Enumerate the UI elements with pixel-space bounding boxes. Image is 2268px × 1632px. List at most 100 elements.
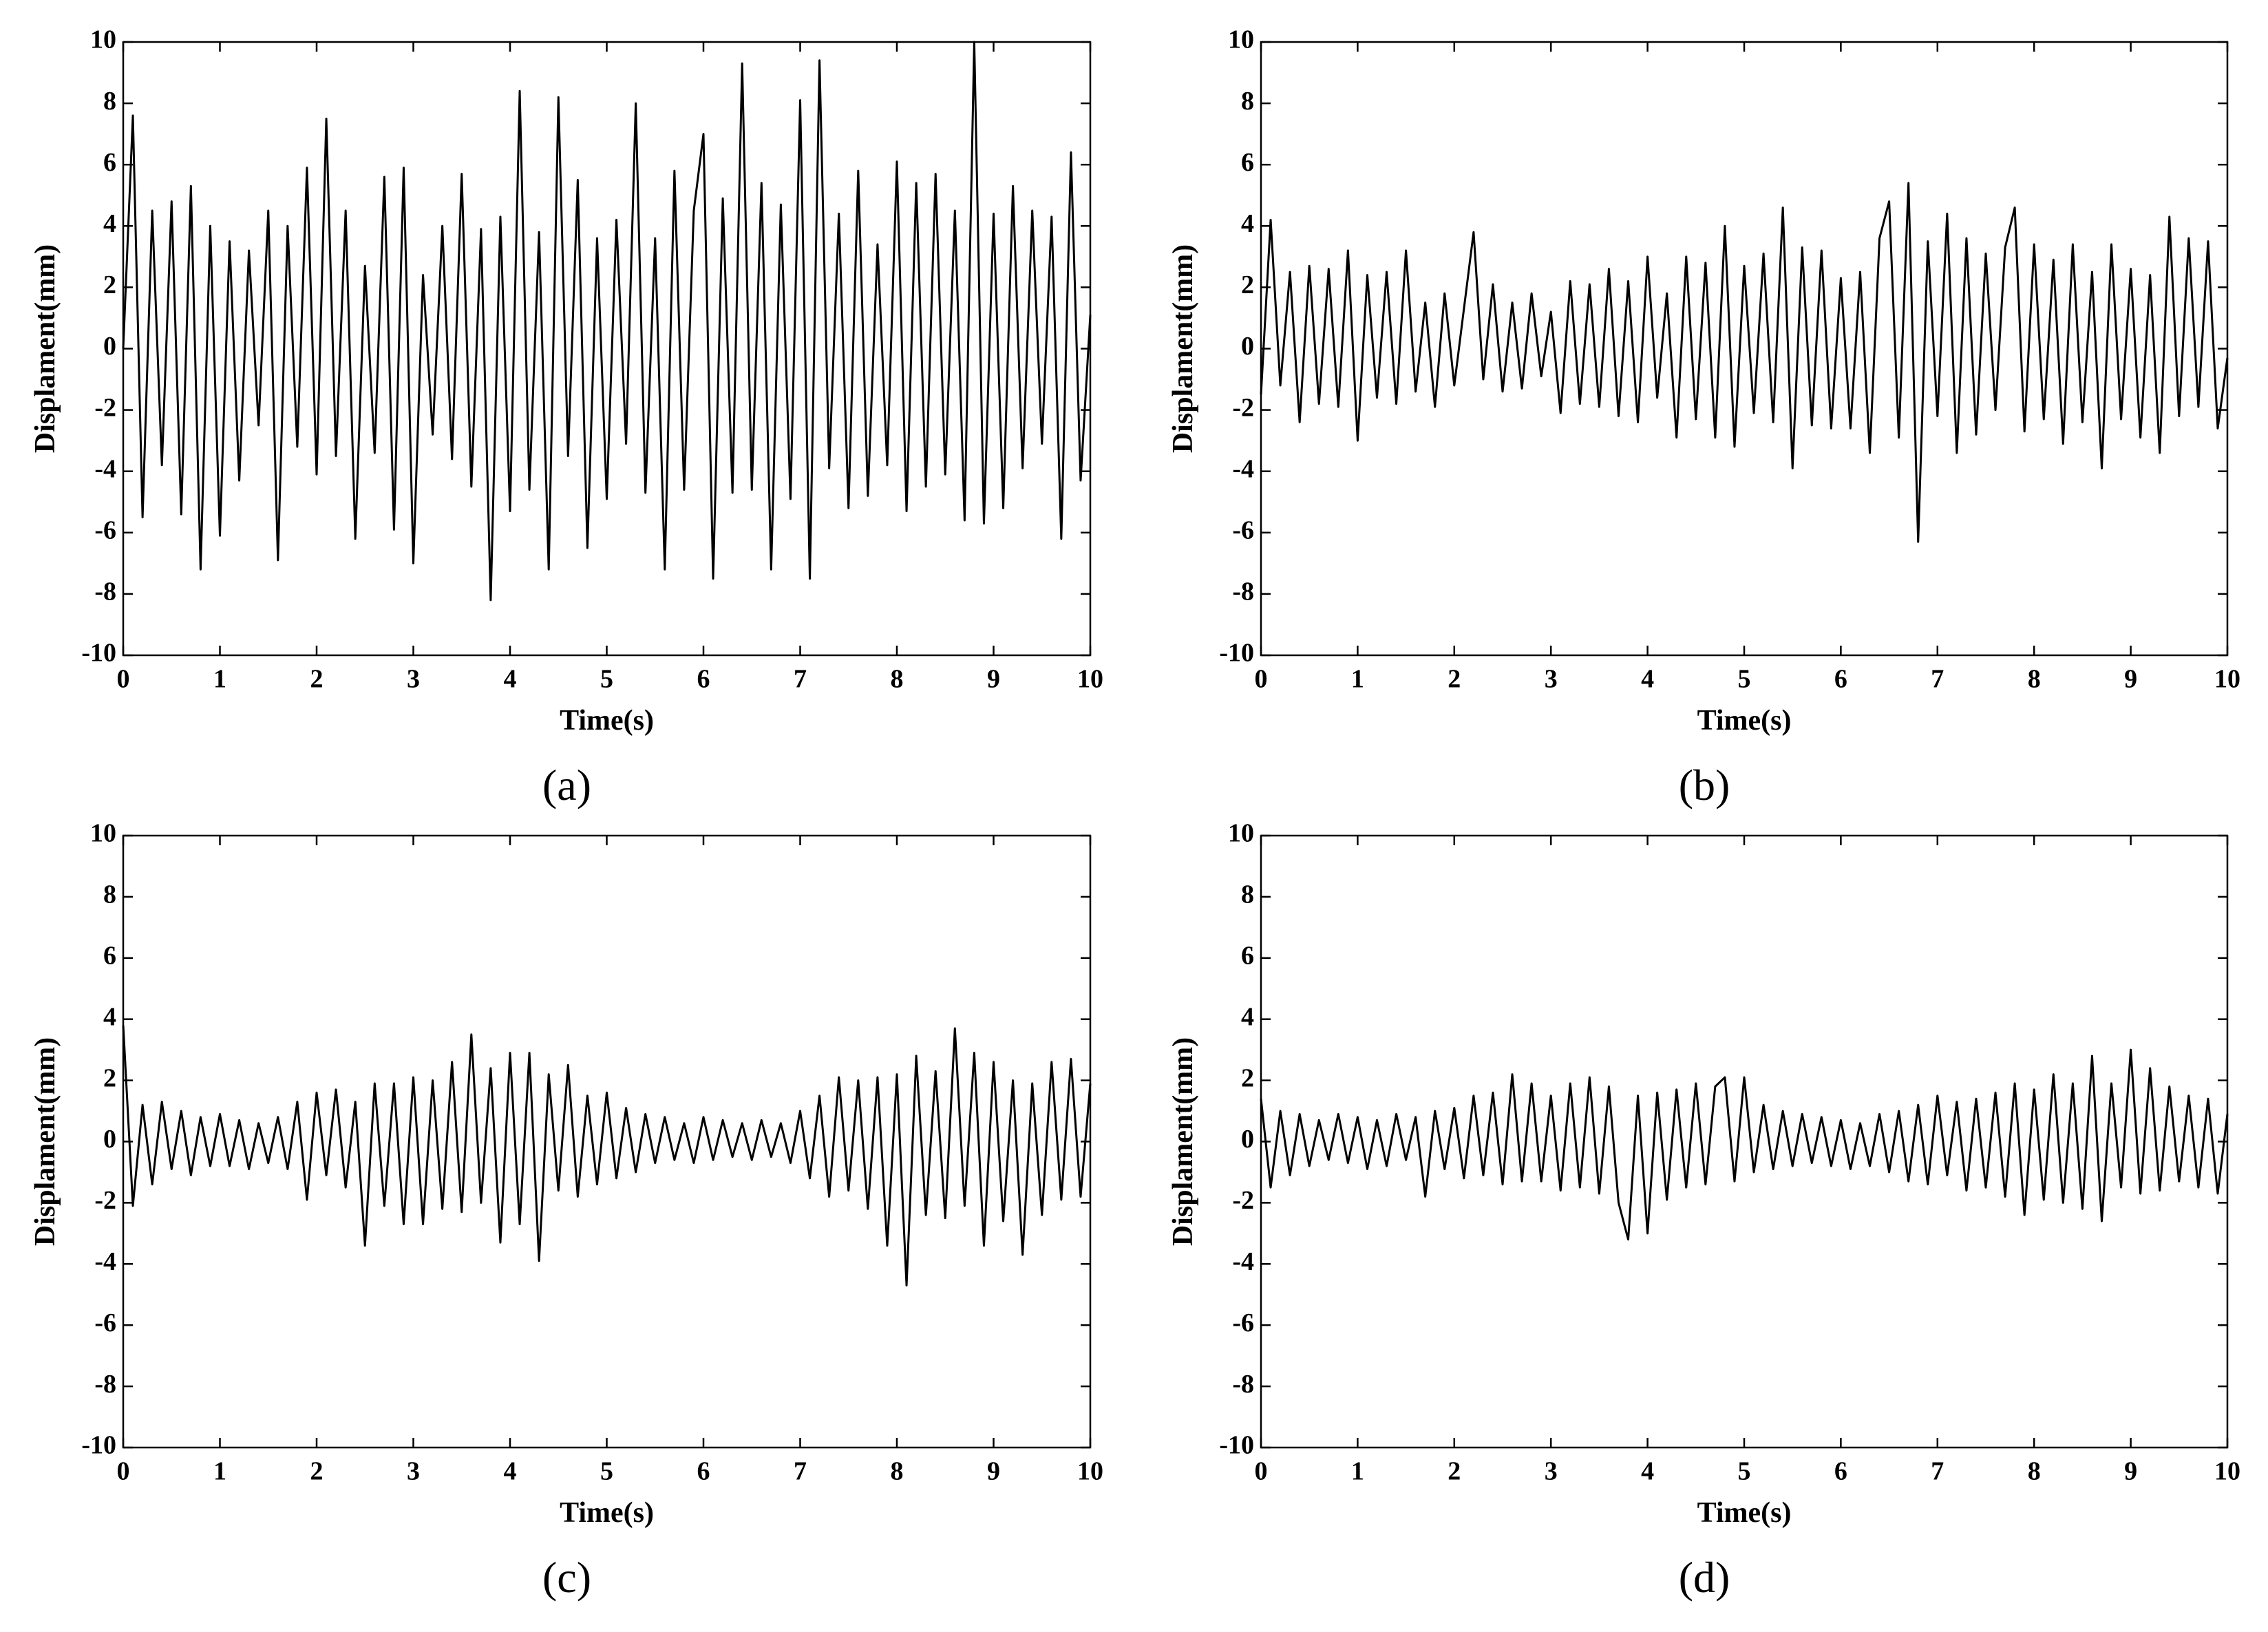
y-tick-label: 8 [103, 87, 116, 116]
y-tick-label: 4 [1241, 209, 1254, 238]
y-tick-label: 0 [103, 332, 116, 361]
axes-box [1260, 41, 2229, 657]
y-axis-label: Displament(mm) [30, 1037, 61, 1246]
y-tick-label: -8 [1232, 577, 1254, 606]
x-tick-label: 10 [2214, 665, 2240, 694]
x-axis-label: Time(s) [560, 705, 654, 736]
x-tick-label: 2 [1448, 665, 1461, 694]
y-tick-label: -10 [81, 639, 116, 668]
x-tick-label: 5 [600, 1457, 613, 1486]
y-tick-label: 4 [103, 1002, 116, 1031]
x-axis-label: Time(s) [560, 1497, 654, 1529]
x-tick-label: 6 [697, 1457, 710, 1486]
x-tick-label: 0 [1255, 1457, 1268, 1486]
x-tick-label: 6 [1834, 665, 1847, 694]
y-tick-label: 10 [1228, 25, 1254, 54]
x-tick-label: 8 [2028, 665, 2041, 694]
x-tick-label: 10 [1077, 665, 1103, 694]
y-tick-label: 4 [103, 209, 116, 238]
x-tick-label: 1 [1351, 1457, 1364, 1486]
y-tick-label: -2 [94, 393, 116, 422]
y-tick-label: 6 [103, 148, 116, 177]
x-tick-label: 0 [1255, 665, 1268, 694]
y-tick-label: -10 [81, 1431, 116, 1460]
panel-label: (a) [542, 761, 591, 809]
y-tick-label: -4 [94, 1247, 116, 1276]
y-tick-label: -6 [94, 1308, 116, 1337]
y-axis-label: Displament(mm) [30, 244, 61, 453]
x-tick-label: 0 [117, 1457, 130, 1486]
axes-box [122, 41, 1092, 657]
x-axis-label: Time(s) [1697, 1497, 1792, 1529]
x-tick-label: 9 [2124, 1457, 2137, 1486]
y-tick-label: -10 [1219, 1431, 1254, 1460]
y-tick-label: 10 [90, 819, 116, 848]
y-tick-label: -2 [1232, 1186, 1254, 1215]
panel-label: (b) [1679, 761, 1730, 809]
y-tick-label: -6 [1232, 516, 1254, 545]
y-tick-label: 8 [1241, 880, 1254, 909]
signal-line [122, 1025, 1092, 1286]
x-tick-label: 4 [1641, 665, 1654, 694]
y-tick-label: 6 [1241, 942, 1254, 971]
x-tick-label: 2 [310, 1457, 324, 1486]
y-tick-label: -8 [94, 577, 116, 606]
x-tick-label: 6 [1834, 1457, 1847, 1486]
y-tick-label: 8 [103, 880, 116, 909]
y-tick-label: 10 [1228, 819, 1254, 848]
x-tick-label: 0 [117, 665, 130, 694]
x-tick-label: 9 [987, 665, 1000, 694]
y-tick-label: -6 [1232, 1308, 1254, 1337]
y-tick-label: 2 [103, 1063, 116, 1092]
y-tick-label: 8 [1241, 87, 1254, 116]
x-tick-label: 4 [504, 665, 517, 694]
y-tick-label: 2 [103, 271, 116, 299]
x-tick-label: 1 [213, 1457, 226, 1486]
x-tick-label: 5 [600, 665, 613, 694]
x-tick-label: 7 [794, 665, 807, 694]
panel-label: (c) [542, 1553, 591, 1602]
y-tick-label: 2 [1241, 1063, 1254, 1092]
y-tick-label: 2 [1241, 271, 1254, 299]
signal-line [122, 41, 1092, 602]
y-tick-label: 10 [90, 25, 116, 54]
x-tick-label: 5 [1738, 665, 1751, 694]
x-axis-label: Time(s) [1697, 705, 1792, 736]
x-tick-label: 7 [1931, 1457, 1944, 1486]
y-tick-label: -4 [1232, 1247, 1254, 1276]
y-tick-label: 0 [1241, 1125, 1254, 1154]
x-tick-label: 6 [697, 665, 710, 694]
signal-line [1260, 182, 2229, 543]
x-tick-label: 2 [1448, 1457, 1461, 1486]
x-tick-label: 7 [794, 1457, 807, 1486]
y-tick-label: -2 [94, 1186, 116, 1215]
x-tick-label: 3 [407, 1457, 420, 1486]
x-tick-label: 3 [407, 665, 420, 694]
x-tick-label: 8 [891, 1457, 904, 1486]
y-axis-label: Displament(mm) [1167, 1037, 1199, 1246]
x-tick-label: 1 [1351, 665, 1364, 694]
x-tick-label: 9 [987, 1457, 1000, 1486]
y-tick-label: -6 [94, 516, 116, 545]
y-tick-label: 6 [1241, 148, 1254, 177]
x-tick-label: 10 [1077, 1457, 1103, 1486]
x-tick-label: 2 [310, 665, 324, 694]
y-tick-label: 0 [1241, 332, 1254, 361]
signal-line [1260, 1048, 2229, 1241]
x-tick-label: 5 [1738, 1457, 1751, 1486]
y-tick-label: -8 [1232, 1370, 1254, 1399]
x-tick-label: 3 [1545, 665, 1558, 694]
y-tick-label: -4 [94, 454, 116, 483]
y-tick-label: -10 [1219, 639, 1254, 668]
y-tick-label: 0 [103, 1125, 116, 1154]
y-axis-label: Displament(mm) [1167, 244, 1199, 453]
x-tick-label: 10 [2214, 1457, 2240, 1486]
panel-label: (d) [1679, 1553, 1730, 1602]
x-tick-label: 3 [1545, 1457, 1558, 1486]
y-tick-label: 6 [103, 942, 116, 971]
y-tick-label: -8 [94, 1370, 116, 1399]
x-tick-label: 1 [213, 665, 226, 694]
axes-box [122, 834, 1092, 1449]
x-tick-label: 8 [2028, 1457, 2041, 1486]
